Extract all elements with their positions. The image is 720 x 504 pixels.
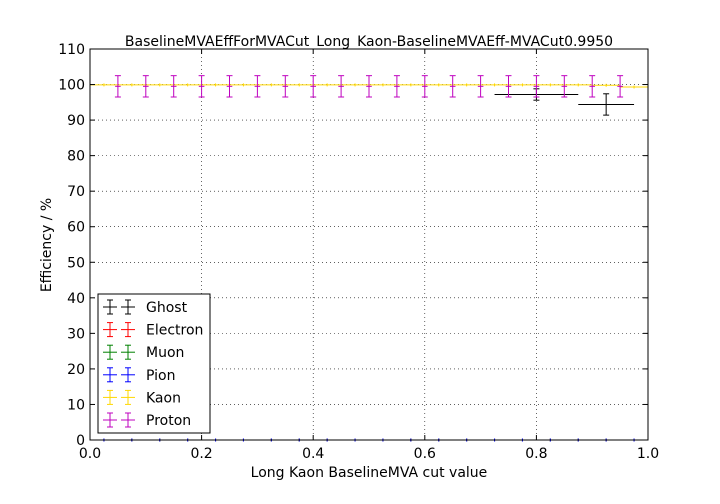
data-point — [254, 75, 261, 98]
data-point — [589, 75, 596, 98]
data-point — [369, 83, 397, 87]
y-tick-label: 60 — [67, 220, 85, 236]
data-point — [341, 83, 369, 87]
data-point — [505, 75, 512, 98]
data-point — [142, 75, 149, 98]
data-point — [145, 83, 174, 87]
data-point — [198, 75, 205, 98]
y-tick-label: 110 — [58, 42, 85, 58]
legend-entry-proton: Proton — [103, 412, 191, 429]
data-point — [313, 83, 342, 87]
data-point — [449, 75, 456, 98]
legend-entry-electron: Electron — [103, 322, 203, 339]
x-tick-label: 0.4 — [302, 446, 324, 462]
series-proton — [114, 75, 624, 98]
x-tick-label: 0.0 — [79, 446, 101, 462]
data-point — [257, 83, 286, 87]
data-point — [620, 85, 648, 89]
data-point — [592, 83, 621, 87]
data-point — [310, 75, 317, 98]
data-point — [480, 83, 509, 87]
legend-label: Kaon — [146, 390, 181, 406]
data-point — [226, 75, 233, 98]
data-point — [421, 75, 428, 98]
y-tick-label: 30 — [67, 326, 85, 342]
y-tick-label: 10 — [67, 397, 85, 413]
data-point — [396, 83, 425, 87]
y-tick-label: 90 — [67, 113, 85, 129]
data-point — [229, 83, 258, 87]
x-tick-label: 0.2 — [190, 446, 212, 462]
data-point — [536, 83, 565, 87]
legend-label: Pion — [146, 368, 175, 384]
data-point — [578, 93, 635, 116]
legend-entry-muon: Muon — [103, 344, 184, 361]
legend-box — [97, 293, 211, 434]
y-tick-label: 50 — [67, 255, 85, 271]
x-axis-label: Long Kaon BaselineMVA cut value — [251, 465, 488, 481]
x-tick-label: 0.8 — [525, 446, 547, 462]
legend-label: Proton — [146, 413, 191, 429]
legend-label: Electron — [146, 323, 203, 339]
data-point — [117, 83, 146, 87]
axes: 0 10 20 30 40 50 60 70 80 90 100 110 0.0 0.2 0.4 0.6 0.8… — [58, 42, 659, 462]
data-point — [170, 75, 177, 98]
plot-frame — [89, 48, 649, 441]
legend-label: Ghost — [146, 300, 188, 316]
data-point — [452, 83, 481, 87]
legend-entry-ghost: Ghost — [103, 299, 188, 316]
legend-entry-pion: Pion — [103, 367, 175, 384]
x-tick-label: 0.6 — [414, 446, 436, 462]
chart-title: BaselineMVAEffForMVACut_Long_Kaon-Baseli… — [125, 34, 613, 50]
data-point — [366, 75, 372, 98]
x-tick-label: 1.0 — [637, 446, 659, 462]
data-point — [393, 75, 400, 98]
y-tick-label: 40 — [67, 291, 85, 307]
legend-entry-kaon: Kaon — [103, 389, 181, 406]
data-point — [201, 83, 230, 87]
y-tick-label: 100 — [58, 78, 85, 94]
data-point — [424, 83, 453, 87]
data-point — [477, 75, 484, 98]
data-point — [564, 83, 593, 87]
data-point — [561, 75, 568, 98]
legend-label: Muon — [146, 345, 184, 361]
y-tick-label: 20 — [67, 362, 85, 378]
data-point — [282, 75, 289, 98]
data-point — [114, 75, 121, 98]
data-point — [617, 75, 624, 98]
data-point — [533, 75, 540, 98]
data-point — [285, 83, 314, 87]
data-point — [338, 75, 345, 98]
y-tick-label: 70 — [67, 184, 85, 200]
y-axis-label: Efficiency / % — [39, 198, 55, 292]
legend: Ghost Electron Muon Pion Kaon Proton — [97, 293, 211, 434]
data-point — [173, 83, 202, 87]
y-tick-label: 0 — [76, 433, 85, 449]
data-point — [508, 83, 537, 87]
y-tick-label: 80 — [67, 149, 85, 165]
